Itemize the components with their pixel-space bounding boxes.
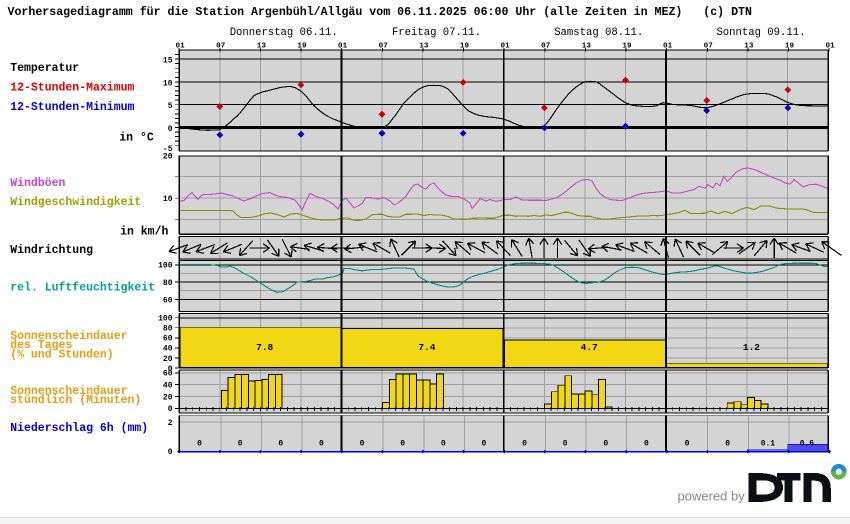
svg-text:Windrichtung: Windrichtung <box>10 244 93 257</box>
svg-text:powered by: powered by <box>678 489 746 504</box>
svg-text:15: 15 <box>163 57 173 66</box>
svg-text:07: 07 <box>541 42 551 50</box>
svg-text:0: 0 <box>168 405 173 414</box>
svg-text:01: 01 <box>826 42 836 50</box>
svg-text:0.1: 0.1 <box>761 440 776 449</box>
svg-text:7.8: 7.8 <box>256 342 273 353</box>
svg-text:20: 20 <box>163 355 173 364</box>
svg-text:0: 0 <box>278 440 283 449</box>
svg-text:0: 0 <box>644 440 649 449</box>
svg-text:0: 0 <box>168 365 173 374</box>
svg-text:stündlich (Minuten): stündlich (Minuten) <box>10 394 141 407</box>
svg-text:1.2: 1.2 <box>743 342 760 353</box>
svg-text:13: 13 <box>582 42 592 50</box>
svg-text:Windböen: Windböen <box>10 177 65 190</box>
svg-text:Donnerstag 06.11.: Donnerstag 06.11. <box>230 27 338 39</box>
svg-text:Samstag 08.11.: Samstag 08.11. <box>554 27 643 39</box>
svg-text:0: 0 <box>197 440 202 449</box>
svg-text:80: 80 <box>163 279 173 288</box>
svg-text:40: 40 <box>163 345 173 354</box>
svg-text:60: 60 <box>163 296 173 305</box>
svg-text:2: 2 <box>168 419 173 428</box>
svg-text:19: 19 <box>785 42 795 50</box>
svg-text:20: 20 <box>163 393 173 402</box>
svg-text:07: 07 <box>704 42 714 50</box>
svg-text:13: 13 <box>744 42 754 50</box>
svg-text:in km/h: in km/h <box>120 225 168 238</box>
svg-text:19: 19 <box>622 42 632 50</box>
svg-text:19: 19 <box>297 42 307 50</box>
svg-text:01: 01 <box>663 42 673 50</box>
svg-text:0: 0 <box>168 125 173 134</box>
svg-text:0: 0 <box>685 440 690 449</box>
svg-text:20: 20 <box>163 152 173 161</box>
svg-text:0: 0 <box>603 440 608 449</box>
svg-text:12-Stunden-Minimum: 12-Stunden-Minimum <box>10 101 134 114</box>
svg-text:Vorhersagediagramm für die Sta: Vorhersagediagramm für die Station Argen… <box>8 6 752 19</box>
svg-text:01: 01 <box>338 42 348 50</box>
svg-text:60: 60 <box>163 370 173 379</box>
svg-text:07: 07 <box>379 42 389 50</box>
svg-text:0: 0 <box>725 440 730 449</box>
svg-text:80: 80 <box>163 325 173 334</box>
svg-text:0: 0 <box>522 440 527 449</box>
svg-text:10: 10 <box>163 195 173 204</box>
svg-text:01: 01 <box>501 42 511 50</box>
svg-text:19: 19 <box>460 42 470 50</box>
svg-text:7.4: 7.4 <box>418 342 435 353</box>
svg-text:01: 01 <box>176 42 186 50</box>
svg-text:100: 100 <box>158 315 173 324</box>
svg-text:07: 07 <box>216 42 226 50</box>
svg-text:Niederschlag 6h (mm): Niederschlag 6h (mm) <box>10 422 148 435</box>
svg-text:13: 13 <box>419 42 429 50</box>
svg-text:-5: -5 <box>163 145 173 154</box>
svg-text:Temperatur: Temperatur <box>10 62 79 75</box>
svg-text:0: 0 <box>238 440 243 449</box>
svg-text:40: 40 <box>163 382 173 391</box>
svg-text:13: 13 <box>257 42 267 50</box>
svg-text:Windgeschwindigkeit: Windgeschwindigkeit <box>10 196 141 209</box>
svg-text:0: 0 <box>563 440 568 449</box>
svg-text:Freitag 07.11.: Freitag 07.11. <box>392 27 481 39</box>
svg-text:0: 0 <box>168 448 173 457</box>
svg-text:des Tages: des Tages <box>10 339 72 352</box>
svg-text:60: 60 <box>163 335 173 344</box>
svg-text:Sonnenscheindauer: Sonnenscheindauer <box>10 330 127 343</box>
svg-text:Sonnenscheindauer: Sonnenscheindauer <box>10 385 127 398</box>
svg-text:0: 0 <box>441 440 446 449</box>
svg-text:0: 0 <box>481 440 486 449</box>
svg-text:in °C: in °C <box>119 132 154 145</box>
svg-text:0: 0 <box>400 440 405 449</box>
svg-text:Sonntag 09.11.: Sonntag 09.11. <box>716 27 805 39</box>
svg-text:4.7: 4.7 <box>581 342 598 353</box>
svg-text:0: 0 <box>360 440 365 449</box>
svg-text:rel. Luftfeuchtigkeit: rel. Luftfeuchtigkeit <box>10 282 155 295</box>
svg-text:12-Stunden-Maximum: 12-Stunden-Maximum <box>10 81 134 94</box>
svg-text:100: 100 <box>158 262 173 271</box>
svg-text:0.6: 0.6 <box>800 440 815 449</box>
svg-text:(% und Stunden): (% und Stunden) <box>10 348 114 361</box>
svg-text:10: 10 <box>163 79 173 88</box>
svg-text:5: 5 <box>168 102 173 111</box>
svg-text:0: 0 <box>319 440 324 449</box>
